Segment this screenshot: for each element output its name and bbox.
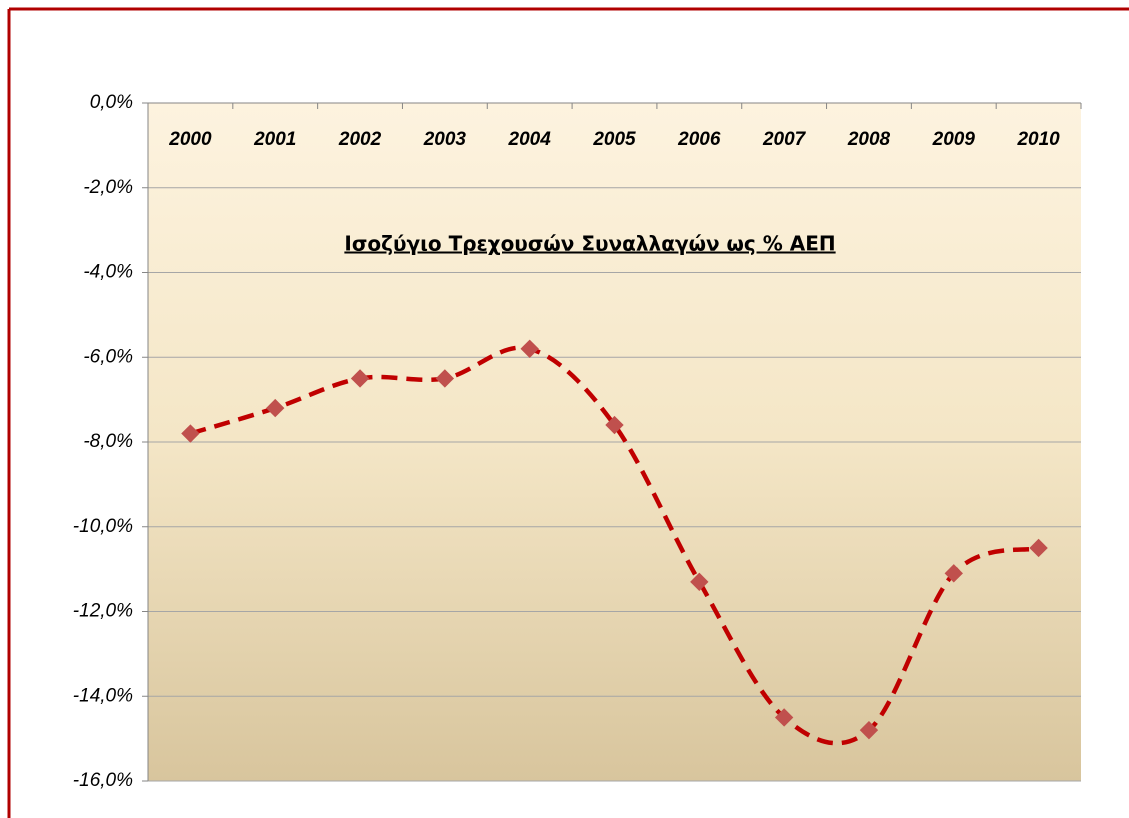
marker xyxy=(181,424,200,443)
y-tick-label: 0,0% xyxy=(90,92,133,113)
y-tick-label: -14,0% xyxy=(73,685,133,706)
y-tick-label: -8,0% xyxy=(83,431,133,452)
y-tick-label: -4,0% xyxy=(83,262,133,283)
x-tick-label: 2010 xyxy=(1016,129,1060,150)
x-tick-label: 2004 xyxy=(508,129,552,150)
y-tick-label: -10,0% xyxy=(73,516,133,537)
x-tick-label: 2000 xyxy=(168,129,212,150)
marker xyxy=(435,369,455,388)
x-tick-label: 2006 xyxy=(677,129,721,150)
marker xyxy=(520,339,539,358)
x-tick-label: 2007 xyxy=(762,129,807,150)
marker xyxy=(774,708,794,727)
x-tick-label: 2001 xyxy=(253,129,296,150)
x-tick-label: 2008 xyxy=(847,129,891,150)
marker xyxy=(266,398,285,418)
chart-title: Ισοζύγιο Τρεχουσών Συναλλαγών ως % ΑΕΠ xyxy=(344,232,835,256)
series-line xyxy=(189,345,1040,746)
y-tick-label: -6,0% xyxy=(83,346,133,367)
y-tick-label: -12,0% xyxy=(73,601,133,622)
marker xyxy=(605,415,624,435)
x-tick-label: 2009 xyxy=(932,129,976,150)
marker xyxy=(690,572,709,592)
x-tick-label: 2005 xyxy=(592,129,636,150)
marker xyxy=(350,369,370,388)
marker xyxy=(859,720,879,740)
y-tick-label: -16,0% xyxy=(73,770,133,791)
y-tick-label: -2,0% xyxy=(83,177,133,198)
marker xyxy=(944,564,963,583)
x-tick-label: 2002 xyxy=(338,129,382,150)
x-tick-label: 2003 xyxy=(423,129,467,150)
marker xyxy=(1029,538,1048,558)
